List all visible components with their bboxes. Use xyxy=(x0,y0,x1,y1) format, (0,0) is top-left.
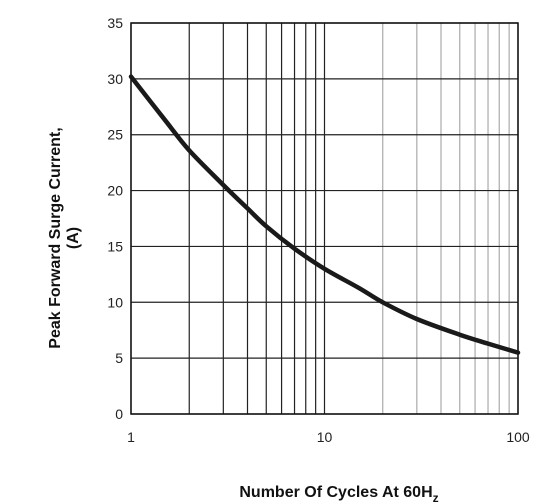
minor-gridlines xyxy=(189,23,509,414)
y-tick-label: 10 xyxy=(107,294,123,310)
y-axis-title-line1: Peak Forward Surge Current, xyxy=(47,127,64,348)
x-axis-title-main: Number Of Cycles At 60H xyxy=(239,484,432,501)
x-axis-title: Number Of Cycles At 60Hz xyxy=(239,484,438,504)
y-tick-label: 15 xyxy=(107,238,123,254)
x-tick-labels: 1 10 100 xyxy=(127,429,530,445)
x-axis-title-subscript: z xyxy=(433,491,439,504)
y-tick-label: 0 xyxy=(115,406,123,422)
x-tick-label: 10 xyxy=(317,429,333,445)
y-axis-title-line2: (A) xyxy=(65,227,82,249)
y-tick-label: 20 xyxy=(107,183,123,199)
y-tick-labels: 0 5 10 15 20 25 30 35 xyxy=(107,15,123,422)
y-tick-label: 25 xyxy=(107,127,123,143)
x-tick-label: 100 xyxy=(506,429,530,445)
y-tick-label: 30 xyxy=(107,71,123,87)
y-tick-label: 35 xyxy=(107,15,123,31)
x-tick-label: 1 xyxy=(127,429,135,445)
y-tick-label: 5 xyxy=(115,350,123,366)
